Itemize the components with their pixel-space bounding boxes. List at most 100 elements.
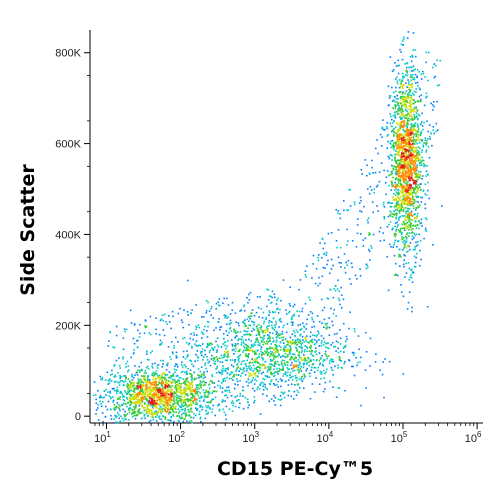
event-point [283, 396, 286, 399]
event-point [408, 84, 410, 86]
event-point [410, 232, 413, 234]
event-point [269, 346, 271, 348]
event-point [259, 413, 262, 415]
event-point [404, 276, 406, 278]
event-point [253, 373, 256, 375]
event-point [155, 413, 158, 415]
event-point [408, 217, 411, 219]
event-point [119, 377, 121, 380]
event-point [309, 335, 312, 338]
event-point [304, 336, 307, 338]
event-point [160, 382, 163, 385]
event-point [398, 86, 401, 89]
event-point [139, 412, 142, 414]
event-point [160, 412, 162, 415]
event-point [405, 154, 408, 157]
event-point [208, 310, 211, 312]
event-point [133, 408, 136, 411]
event-point [215, 308, 217, 310]
event-point [401, 157, 403, 160]
event-point [402, 38, 405, 41]
event-point [339, 343, 342, 345]
event-point [216, 365, 219, 368]
event-point [110, 418, 113, 420]
event-point [400, 231, 402, 233]
event-point [154, 387, 156, 389]
event-point [275, 341, 278, 343]
event-point [407, 204, 409, 206]
event-point [303, 387, 305, 389]
event-point [416, 109, 419, 112]
event-point [135, 372, 138, 374]
event-point [394, 177, 397, 180]
event-point [171, 393, 173, 395]
event-point [184, 415, 187, 418]
event-point [398, 162, 401, 164]
event-point [397, 152, 400, 154]
event-point [153, 392, 156, 394]
event-point [102, 401, 104, 403]
event-point [175, 388, 178, 390]
event-point [181, 417, 183, 419]
event-point [401, 126, 403, 128]
event-point [405, 210, 407, 213]
event-point [173, 347, 175, 349]
event-point [111, 387, 114, 390]
event-point [191, 363, 193, 365]
event-point [190, 312, 192, 314]
event-point [138, 371, 141, 373]
event-point [186, 388, 189, 390]
event-point [233, 330, 235, 333]
event-point [152, 378, 154, 381]
event-point [281, 333, 284, 335]
event-point [321, 322, 323, 325]
event-point [409, 187, 412, 189]
event-point [248, 324, 250, 327]
event-point [190, 389, 192, 391]
event-point [401, 236, 403, 238]
event-point [188, 420, 191, 423]
event-point [274, 311, 276, 313]
event-point [130, 397, 132, 400]
event-point [420, 98, 422, 101]
event-point [196, 350, 199, 352]
event-point [397, 129, 400, 132]
event-point [217, 346, 220, 348]
event-point [132, 393, 134, 396]
event-point [408, 170, 411, 173]
event-point [169, 408, 172, 411]
event-point [364, 369, 367, 371]
event-point [410, 106, 412, 109]
event-point [123, 400, 126, 402]
event-point [176, 366, 179, 368]
event-point [108, 340, 110, 342]
event-point [161, 341, 163, 344]
event-point [130, 382, 132, 384]
event-point [189, 337, 191, 340]
event-point [416, 149, 419, 152]
event-point [411, 172, 413, 175]
event-point [137, 396, 139, 399]
event-point [228, 322, 231, 325]
event-point [175, 363, 177, 365]
event-point [369, 185, 372, 188]
event-point [152, 383, 154, 386]
event-point [185, 414, 188, 417]
event-point [419, 138, 422, 141]
event-point [100, 396, 103, 399]
event-point [274, 365, 276, 368]
event-point [239, 402, 241, 405]
event-point [151, 415, 154, 417]
event-point [406, 156, 408, 158]
event-point [411, 130, 413, 132]
event-point [323, 253, 325, 255]
event-point [132, 351, 135, 354]
event-point [141, 390, 144, 392]
event-point [411, 132, 414, 134]
event-point [394, 116, 397, 119]
event-point [199, 370, 202, 373]
event-point [176, 400, 179, 403]
event-point [190, 403, 193, 406]
event-point [146, 387, 149, 390]
event-point [199, 406, 202, 408]
